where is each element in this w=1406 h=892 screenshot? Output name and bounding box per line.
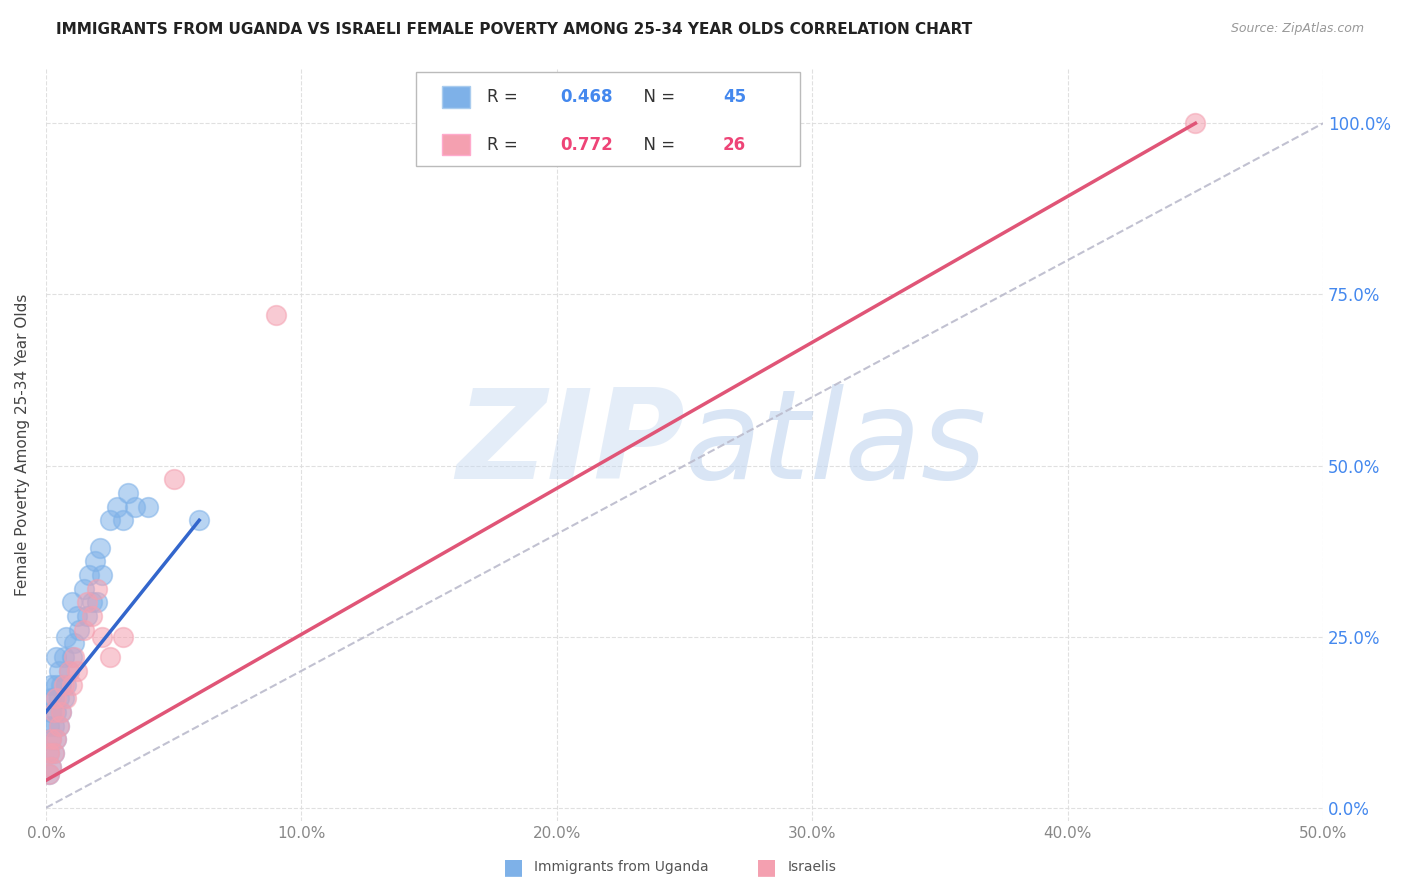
Point bbox=[39, 732, 62, 747]
Point bbox=[52, 677, 75, 691]
Point bbox=[55, 691, 77, 706]
Text: ZIP: ZIP bbox=[456, 384, 685, 506]
Point bbox=[188, 513, 211, 527]
Point bbox=[124, 500, 146, 514]
Point bbox=[1184, 116, 1206, 130]
Point bbox=[91, 630, 114, 644]
Point bbox=[76, 609, 98, 624]
Point bbox=[39, 760, 62, 774]
Point bbox=[38, 718, 60, 732]
Point bbox=[48, 718, 70, 732]
Point bbox=[39, 677, 62, 691]
Point bbox=[42, 718, 65, 732]
Point bbox=[55, 677, 77, 691]
Text: N =: N = bbox=[634, 136, 681, 154]
Point bbox=[80, 609, 103, 624]
Point bbox=[39, 705, 62, 719]
Text: IMMIGRANTS FROM UGANDA VS ISRAELI FEMALE POVERTY AMONG 25-34 YEAR OLDS CORRELATI: IMMIGRANTS FROM UGANDA VS ISRAELI FEMALE… bbox=[56, 22, 973, 37]
Point bbox=[65, 664, 87, 678]
Point bbox=[39, 691, 62, 706]
Point bbox=[51, 705, 73, 719]
Point bbox=[39, 732, 62, 747]
Point bbox=[67, 623, 90, 637]
Text: Source: ZipAtlas.com: Source: ZipAtlas.com bbox=[1230, 22, 1364, 36]
Point bbox=[58, 664, 80, 678]
Point bbox=[91, 568, 114, 582]
Point bbox=[55, 630, 77, 644]
Point bbox=[45, 732, 67, 747]
Text: 45: 45 bbox=[723, 88, 747, 106]
Text: ■: ■ bbox=[503, 857, 523, 877]
Point bbox=[73, 582, 96, 596]
Text: R =: R = bbox=[486, 88, 523, 106]
Point bbox=[42, 705, 65, 719]
Text: 0.772: 0.772 bbox=[561, 136, 613, 154]
Point bbox=[86, 595, 108, 609]
Point bbox=[60, 650, 83, 665]
Point bbox=[45, 650, 67, 665]
Text: R =: R = bbox=[486, 136, 523, 154]
Point bbox=[45, 677, 67, 691]
Point bbox=[39, 760, 62, 774]
Point bbox=[45, 705, 67, 719]
Point bbox=[38, 766, 60, 780]
Point bbox=[111, 513, 134, 527]
Point bbox=[89, 541, 111, 555]
Point bbox=[42, 691, 65, 706]
FancyBboxPatch shape bbox=[416, 72, 800, 167]
Text: 0.468: 0.468 bbox=[561, 88, 613, 106]
Point bbox=[60, 595, 83, 609]
Text: N =: N = bbox=[634, 88, 681, 106]
Point bbox=[264, 308, 287, 322]
Point bbox=[163, 472, 186, 486]
Point bbox=[63, 650, 86, 665]
Point bbox=[38, 766, 60, 780]
Point bbox=[117, 486, 139, 500]
Point bbox=[73, 623, 96, 637]
Text: atlas: atlas bbox=[685, 384, 987, 506]
FancyBboxPatch shape bbox=[441, 134, 470, 155]
Point bbox=[45, 732, 67, 747]
Point bbox=[38, 746, 60, 760]
Point bbox=[80, 595, 103, 609]
Point bbox=[65, 609, 87, 624]
Point bbox=[42, 746, 65, 760]
Point bbox=[48, 691, 70, 706]
Y-axis label: Female Poverty Among 25-34 Year Olds: Female Poverty Among 25-34 Year Olds bbox=[15, 293, 30, 596]
Point bbox=[98, 513, 121, 527]
Text: Immigrants from Uganda: Immigrants from Uganda bbox=[534, 860, 709, 874]
Point bbox=[76, 595, 98, 609]
FancyBboxPatch shape bbox=[441, 87, 470, 108]
Point bbox=[79, 568, 101, 582]
Point bbox=[42, 746, 65, 760]
Point bbox=[51, 705, 73, 719]
Point bbox=[51, 677, 73, 691]
Text: Israelis: Israelis bbox=[787, 860, 837, 874]
Point bbox=[45, 691, 67, 706]
Point bbox=[60, 677, 83, 691]
Point bbox=[107, 500, 129, 514]
Point bbox=[52, 691, 75, 706]
Point bbox=[58, 664, 80, 678]
Point bbox=[111, 630, 134, 644]
Text: ■: ■ bbox=[756, 857, 776, 877]
Text: 26: 26 bbox=[723, 136, 747, 154]
Point bbox=[83, 554, 105, 568]
Point bbox=[98, 650, 121, 665]
Point bbox=[63, 636, 86, 650]
Point bbox=[48, 718, 70, 732]
Point bbox=[48, 664, 70, 678]
Point bbox=[86, 582, 108, 596]
Point bbox=[52, 650, 75, 665]
Point bbox=[38, 746, 60, 760]
Point bbox=[136, 500, 159, 514]
